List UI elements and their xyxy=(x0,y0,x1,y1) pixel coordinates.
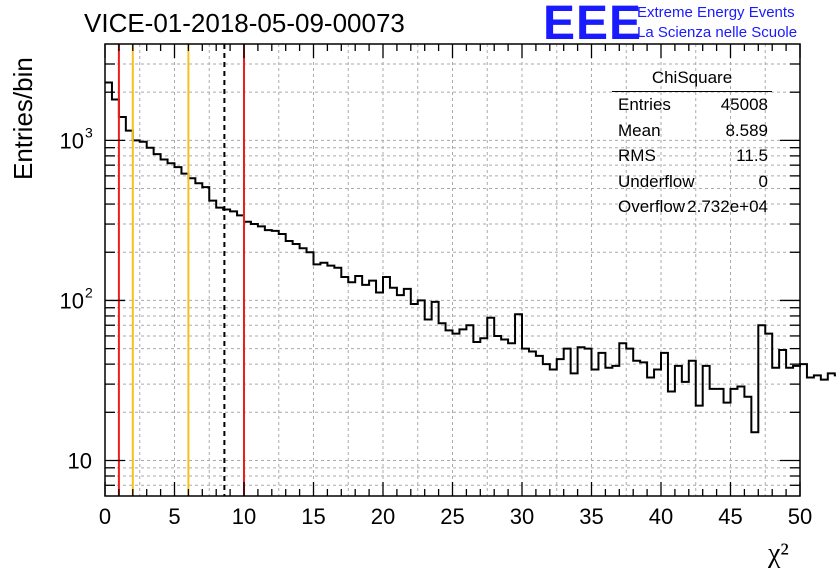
stats-value: 45008 xyxy=(720,95,768,114)
logo-subtitle-1: Extreme Energy Events xyxy=(637,4,795,21)
x-tick-label: 0 xyxy=(99,504,111,529)
stats-label: Underflow xyxy=(618,171,695,191)
axes xyxy=(104,43,801,497)
x-tick-label: 30 xyxy=(510,504,534,529)
y-tick-base: 10 xyxy=(60,288,84,313)
y-tick-label: 10 3 xyxy=(60,124,93,153)
stats-value: 2.732e+04 xyxy=(687,197,768,216)
stats-value: 8.589 xyxy=(725,120,768,140)
stats-row: Mean 8.589 xyxy=(612,118,772,144)
stats-box: ChiSquare Entries 45008 Mean 8.589 RMS 1… xyxy=(612,68,772,220)
y-tick-label: 10 xyxy=(68,448,92,473)
stats-label: Entries xyxy=(618,95,671,114)
y-axis-label: Entries/bin xyxy=(8,57,38,180)
y-tick-exponent: 2 xyxy=(85,284,93,300)
eee-logo: EEE xyxy=(543,0,643,50)
x-tick-label: 5 xyxy=(168,504,180,529)
stats-row: Entries 45008 xyxy=(612,92,772,118)
stats-label: RMS xyxy=(618,146,656,165)
x-tick-label: 50 xyxy=(788,504,812,529)
y-tick-base: 10 xyxy=(60,128,84,153)
histogram-line xyxy=(105,81,836,434)
y-tick-exponent: 3 xyxy=(85,124,93,140)
stats-label: Mean xyxy=(618,120,661,140)
y-tick-label: 10 2 xyxy=(60,284,93,313)
x-tick-label: 15 xyxy=(301,504,325,529)
logo-subtitle-2: La Scienza nelle Scuole xyxy=(637,24,798,41)
y-tick-base: 10 xyxy=(68,448,92,473)
stats-row: Underflow 0 xyxy=(612,169,772,195)
stats-value: 0 xyxy=(758,171,768,191)
x-tick-label: 20 xyxy=(371,504,395,529)
plot-title: VICE-01-2018-05-09-00073 xyxy=(84,8,405,38)
x-tick-label: 25 xyxy=(440,504,464,529)
grid-lines xyxy=(105,44,800,496)
stats-label: Overflow xyxy=(618,197,686,216)
stats-row: Overflow 2.732e+04 xyxy=(612,194,772,220)
stats-row: RMS 11.5 xyxy=(612,143,772,169)
stats-title: ChiSquare xyxy=(612,68,772,92)
stats-value: 11.5 xyxy=(736,146,768,165)
reference-lines xyxy=(117,44,245,496)
x-tick-label: 45 xyxy=(718,504,742,529)
x-tick-label: 40 xyxy=(649,504,673,529)
x-tick-labels: 0 5 10 15 20 25 30 35 40 45 50 xyxy=(99,504,812,529)
x-tick-label: 10 xyxy=(232,504,256,529)
x-tick-label: 35 xyxy=(579,504,603,529)
histogram-series xyxy=(105,81,836,434)
x-axis-label: χ² xyxy=(768,538,789,569)
